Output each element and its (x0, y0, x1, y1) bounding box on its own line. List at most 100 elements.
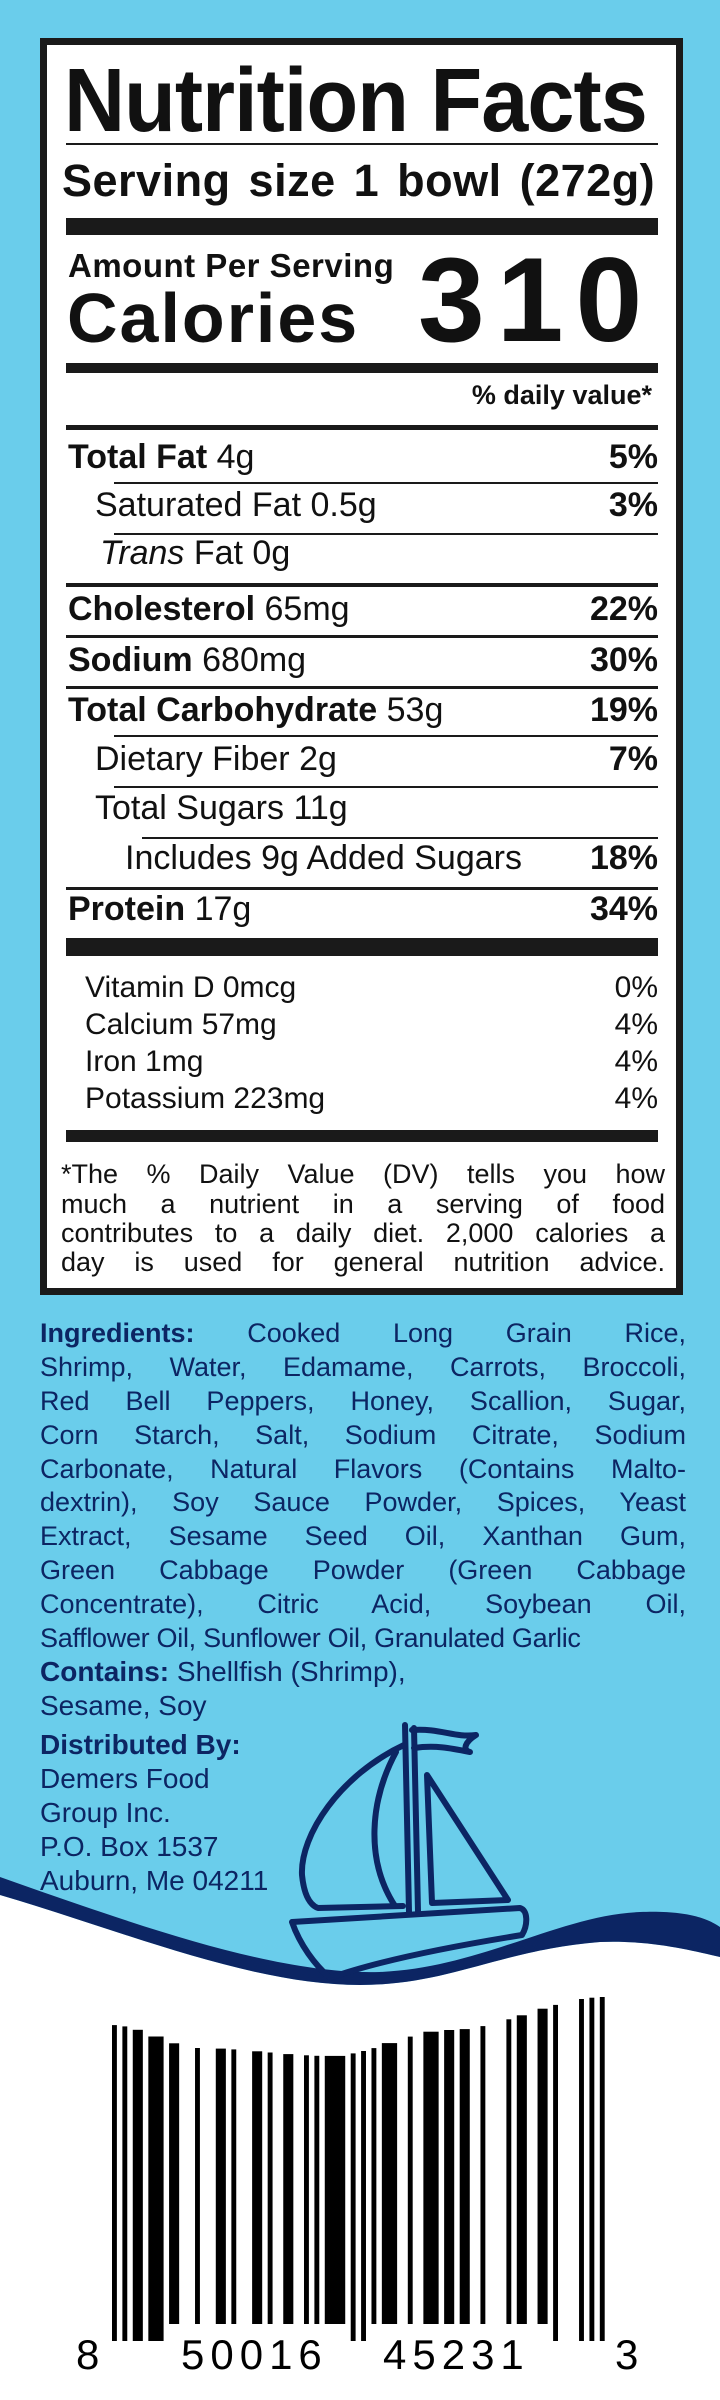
ingredients-line: Shrimp, Water, Edamame, Carrots, Broccol… (40, 1351, 686, 1382)
barcode-digit: 50016 (181, 2331, 328, 2378)
barcode-bar (516, 2015, 527, 2324)
divider (114, 533, 658, 535)
ingredients-label: Ingredients: (40, 1318, 195, 1348)
contains-text: Sesame, Soy (40, 1690, 207, 1721)
nutrient-amount: 4g (216, 438, 255, 476)
nutrient-amount: 680mg (202, 641, 307, 679)
barcode-digit: 8 (76, 2331, 106, 2378)
nutrient-name: Includes 9g Added Sugars (125, 839, 522, 877)
barcode-bar (381, 2043, 398, 2324)
ingredients-line: Safflower Oil, Sunflower Oil, Granulated… (40, 1623, 581, 1654)
ingredients-line: Red Bell Peppers, Honey, Scallion, Sugar… (40, 1385, 686, 1416)
barcode-bar (553, 2004, 558, 2341)
barcode-bar (371, 2048, 377, 2324)
nutrition-facts-panel (40, 38, 683, 1295)
nutrient-amount: 17g (194, 890, 252, 928)
barcode-bar (423, 2031, 439, 2324)
nutrient-name: Sodium (68, 641, 193, 679)
row-dietary-fiber: Dietary Fiber 2g (95, 742, 337, 776)
divider (66, 363, 658, 373)
allergen-statement: Contains: Shellfish (Shrimp), Sesame, So… (40, 1655, 406, 1723)
dv-iron: 4% (614, 1045, 658, 1078)
row-added-sugars: Includes 9g Added Sugars (125, 841, 522, 875)
barcode-bar (459, 2029, 470, 2324)
ingredients-line: Corn Starch, Salt, Sodium Citrate, Sodiu… (40, 1419, 686, 1450)
barcode-bar (195, 2048, 200, 2324)
nutrient-amount: 65mg (264, 590, 350, 628)
barcode-bar (589, 1997, 595, 2341)
row-total-carbohydrate: Total Carbohydrate 53g (68, 693, 443, 727)
boat-main-sail (298, 1742, 407, 1911)
distributor-line: Demers Food (40, 1763, 210, 1794)
barcode-digit: 45231 (383, 2331, 530, 2378)
barcode-bar (324, 2055, 346, 2324)
barcode-bar (252, 2051, 263, 2324)
barcode-bar (169, 2043, 180, 2324)
nutrient-name: Cholesterol (68, 590, 256, 628)
nutrient-name: Dietary Fiber (95, 740, 290, 778)
calories-value: 310 (418, 233, 655, 367)
barcode-bar (579, 1999, 584, 2341)
boat-hull (289, 1905, 530, 1981)
dv-total-carbohydrate: 19% (589, 691, 658, 729)
barcode-bar (148, 2036, 164, 2341)
nutrient-name: Total Fat (68, 438, 208, 476)
dv-dietary-fiber: 7% (608, 740, 658, 778)
nutrient-name: Protein (68, 890, 186, 928)
calories-label: Calories (67, 279, 360, 357)
barcode-bar (112, 2025, 117, 2341)
dv-saturated-fat: 3% (608, 486, 658, 524)
dv-protein: 34% (589, 890, 658, 928)
distributor-line: P.O. Box 1537 (40, 1831, 219, 1862)
ingredients-line: Ingredients: Cooked Long Grain Rice, (40, 1318, 686, 1348)
divider (114, 786, 658, 788)
dv-calcium: 4% (614, 1008, 658, 1041)
daily-value-header: % daily value* (471, 380, 652, 410)
thick-divider (66, 1130, 658, 1142)
barcode-bar (304, 2055, 309, 2324)
row-sodium: Sodium 680mg (68, 643, 306, 677)
barcode-bar (132, 2029, 143, 2341)
ingredients-line: Green Cabbage Powder (Green Cabbage (40, 1555, 686, 1586)
potassium: Potassium 223mg (85, 1082, 326, 1115)
boat-sail-inner (371, 1749, 399, 1909)
divider (142, 837, 658, 839)
boat-mast (402, 1722, 421, 1915)
divider (66, 425, 658, 430)
nutrient-amount: 53g (386, 691, 444, 729)
barcode-bar (231, 2049, 237, 2324)
row-total-sugars: Total Sugars 11g (95, 791, 348, 825)
nutrient-name: Total Sugars (95, 789, 284, 827)
ingredients-list: Ingredients: Cooked Long Grain Rice, Shr… (40, 1317, 686, 1656)
dv-added-sugars: 18% (589, 839, 658, 877)
barcode-digit: 3 (615, 2331, 645, 2378)
dv-vitamin-d: 0% (614, 971, 658, 1004)
nutrient-amount: 0.5g (310, 486, 377, 524)
boat-flag (409, 1726, 479, 1755)
thick-divider (66, 218, 658, 235)
thick-divider (66, 938, 658, 956)
barcode-bar (283, 2054, 294, 2324)
ingredients-line: Carbonate, Natural Flavors (Contains Mal… (40, 1453, 686, 1484)
barcode-bar (267, 2052, 273, 2324)
divider (66, 143, 658, 145)
divider (66, 635, 658, 638)
nutrient-amount: 11g (293, 789, 348, 827)
divider (114, 735, 658, 737)
amount-per-serving: Amount Per Serving (68, 247, 395, 284)
dv-potassium: 4% (614, 1082, 658, 1115)
barcode-bar (215, 2048, 226, 2324)
ingredients-line: Concentrate), Citric Acid, Soybean Oil, (40, 1589, 686, 1620)
sailboat-icon (289, 1722, 530, 1981)
nutrient-name-italic: Trans (100, 534, 185, 572)
row-cholesterol: Cholesterol 65mg (68, 592, 350, 626)
nutrient-name: Total Carbohydrate (68, 691, 378, 729)
vitamin-d: Vitamin D 0mcg (85, 971, 297, 1004)
row-trans-fat: Trans Fat 0g (100, 536, 290, 570)
footnote-line: day is used for general nutrition advice… (61, 1247, 665, 1277)
row-total-fat: Total Fat 4g (68, 440, 254, 474)
serving-size: Serving size 1 bowl (272g) (62, 155, 656, 206)
barcode-bar (407, 2036, 413, 2324)
contains-label: Contains: (40, 1656, 170, 1687)
